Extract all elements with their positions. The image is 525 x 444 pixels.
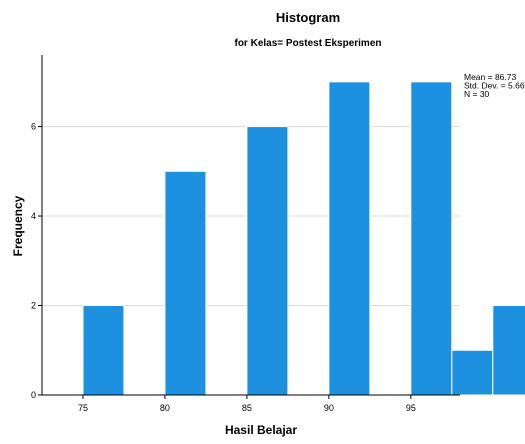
y-tick-label-0: 0 (31, 390, 36, 400)
histogram-bar-3 (246, 126, 289, 396)
histogram-bar-5 (410, 81, 453, 396)
axes (38, 55, 460, 399)
bars (82, 81, 525, 396)
histogram-bar-1 (82, 305, 125, 396)
chart-subtitle: for Kelas= Postest Eksperimen (234, 38, 381, 49)
y-axis-title: Frequency (11, 195, 25, 256)
x-tick-label-90: 90 (324, 403, 334, 413)
stats-line-3: N = 30 (464, 89, 490, 99)
y-tick-label-2: 2 (31, 301, 36, 311)
stats-line-2: Std. Dev. = 5.669 (464, 81, 525, 91)
y-tick-label-4: 4 (31, 211, 36, 221)
x-tick-label-85: 85 (242, 403, 252, 413)
x-tick-label-75: 75 (78, 403, 88, 413)
histogram-bar-6 (451, 349, 494, 396)
x-tick-label-80: 80 (160, 403, 170, 413)
tick-labels: 0 2 4 6 75 80 85 90 95 (31, 122, 416, 413)
y-tick-label-6: 6 (31, 122, 36, 132)
stats-line-1: Mean = 86.73 (464, 72, 516, 82)
x-axis-title: Hasil Belajar (225, 423, 297, 437)
histogram-bar-4 (328, 81, 371, 396)
histogram-bar-2 (164, 170, 207, 396)
histogram-bar-7 (492, 305, 525, 396)
x-tick-label-95: 95 (406, 403, 416, 413)
chart-title: Histogram (276, 10, 340, 25)
